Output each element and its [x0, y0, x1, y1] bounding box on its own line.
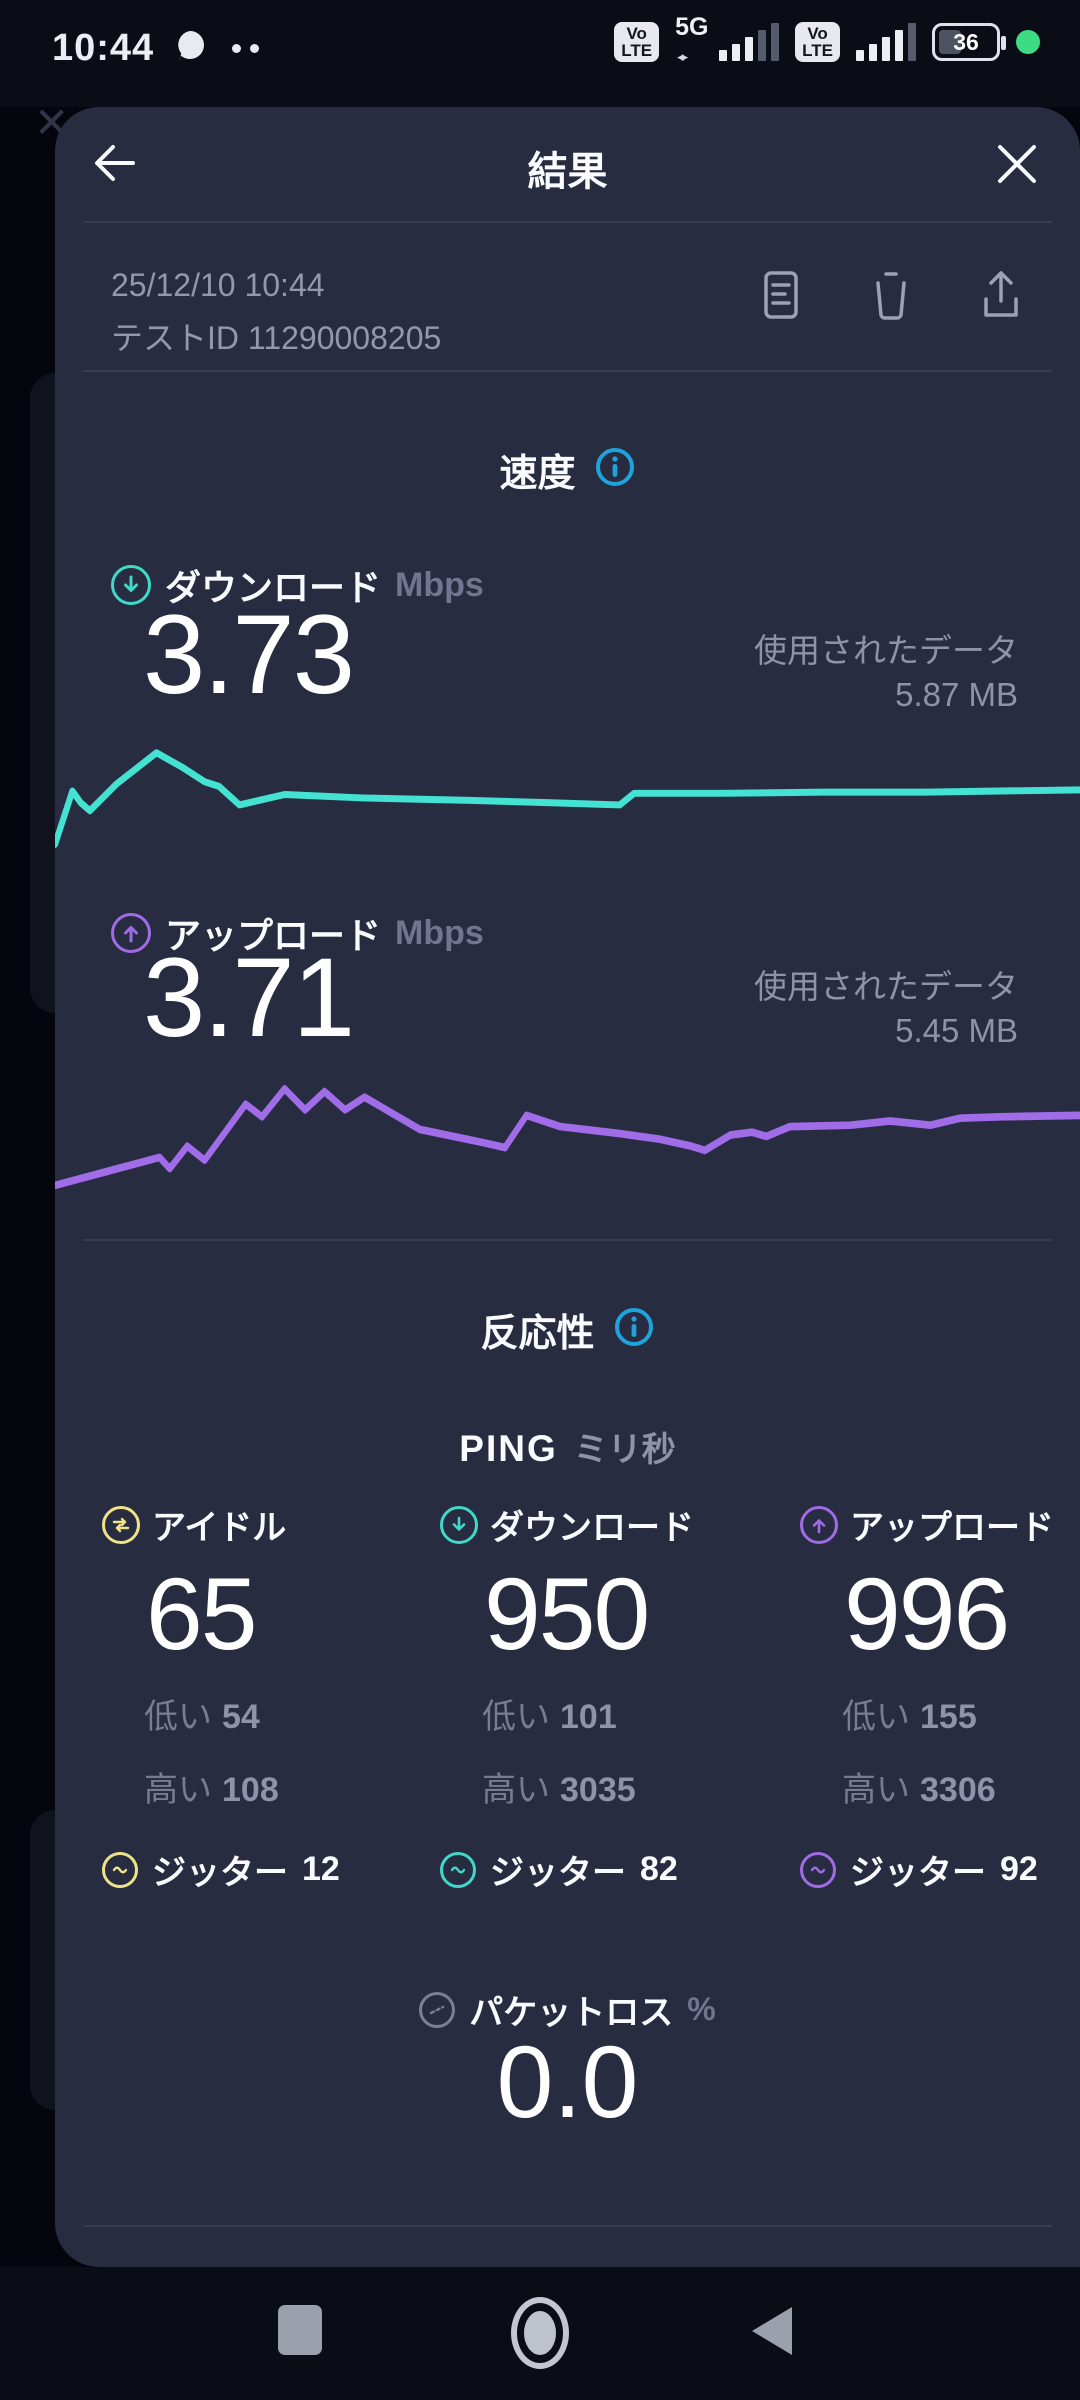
- divider: [83, 221, 1052, 223]
- volte-badge-1: Vo LTE: [614, 22, 660, 62]
- download-high: 3035: [560, 1771, 636, 1809]
- idle-jitter-value: 12: [302, 1850, 340, 1888]
- speed-section-title: 速度: [499, 453, 576, 495]
- upload-data-used: 使用されたデータ 5.45 MB: [754, 968, 1018, 1049]
- packet-loss-label: パケットロス: [469, 1994, 674, 2032]
- recents-button[interactable]: [278, 2305, 322, 2355]
- page-title: 結果: [527, 150, 608, 194]
- upload-unit: Mbps: [395, 913, 484, 952]
- upload-arrow-icon: [111, 913, 151, 953]
- delete-result-button[interactable]: [868, 269, 914, 321]
- ping-column-idle: アイドル 65 低い 54 高い 108 ジッター 12: [102, 1500, 432, 1894]
- upload-high: 3306: [920, 1771, 996, 1809]
- ping-column-upload: アップロード 996 低い 155 高い 3306 ジッター 92: [800, 1500, 1080, 1894]
- packet-loss-icon: [419, 1991, 456, 2028]
- idle-high: 108: [222, 1771, 279, 1809]
- upload-sparkline-chart: [55, 1072, 1080, 1212]
- download-arrow-icon: [111, 565, 151, 605]
- idle-low: 54: [222, 1698, 260, 1736]
- download-ping-value: 950: [484, 1557, 650, 1671]
- idle-transfer-icon: [102, 1505, 140, 1544]
- divider: [83, 1239, 1052, 1241]
- result-sheet: 結果 25/12/10 10:44 テストID 11290008205 速度 ダ…: [55, 107, 1080, 2267]
- close-button[interactable]: [992, 139, 1042, 189]
- download-jitter-value: 82: [640, 1850, 678, 1888]
- download-arrow-icon: [440, 1505, 478, 1544]
- test-datetime: 25/12/10 10:44: [111, 267, 325, 303]
- download-low: 101: [560, 1698, 617, 1736]
- signal-bars-5g-icon: 5G ◂▸: [675, 13, 780, 64]
- upload-low: 155: [920, 1698, 977, 1736]
- ping-unit: ミリ秒: [573, 1431, 676, 1469]
- ping-column-download: ダウンロード 950 低い 101 高い 3035 ジッター 82: [440, 1500, 770, 1894]
- signal-bars-icon: [856, 23, 916, 61]
- home-button[interactable]: [511, 2297, 569, 2369]
- download-label: ダウンロード: [165, 567, 382, 608]
- status-green-dot-icon: [1016, 30, 1040, 54]
- android-nav-bar: [0, 2267, 1080, 2400]
- volte-badge-2: Vo LTE: [795, 22, 840, 62]
- test-id: テストID 11290008205: [111, 320, 442, 356]
- ping-label: PING: [459, 1428, 558, 1469]
- result-notes-button[interactable]: [758, 269, 804, 321]
- upload-label: アップロード: [165, 915, 382, 956]
- notification-bubble-icon: [170, 26, 210, 71]
- divider: [83, 2225, 1052, 2227]
- responsiveness-section-title: 反応性: [480, 1313, 595, 1355]
- share-result-button[interactable]: [978, 269, 1024, 321]
- upload-jitter-value: 92: [1000, 1850, 1038, 1888]
- speed-info-icon[interactable]: [594, 446, 636, 493]
- idle-ping-value: 65: [146, 1557, 257, 1671]
- status-bar: 10:44 Vo LTE 5G ◂▸ Vo LTE 36: [0, 0, 1080, 107]
- jitter-wave-icon: [440, 1851, 476, 1888]
- responsiveness-info-icon[interactable]: [613, 1306, 655, 1353]
- packet-loss-unit: %: [687, 1991, 716, 2027]
- upload-ping-value: 996: [844, 1557, 1010, 1671]
- clock: 10:44: [52, 27, 155, 69]
- jitter-wave-icon: [800, 1851, 836, 1888]
- jitter-wave-icon: [102, 1851, 138, 1888]
- battery-icon: 36: [932, 23, 1006, 61]
- upload-value: 3.71: [143, 935, 355, 1060]
- battery-percent: 36: [953, 29, 979, 55]
- download-sparkline-chart: [55, 733, 1080, 849]
- download-data-used: 使用されたデータ 5.87 MB: [754, 632, 1018, 713]
- packet-loss-value: 0.0: [496, 2025, 639, 2139]
- network-activity-arrows-icon: ◂▸: [677, 49, 688, 64]
- download-value: 3.73: [143, 592, 355, 717]
- upload-arrow-icon: [800, 1505, 838, 1544]
- back-button[interactable]: [85, 133, 145, 193]
- divider: [83, 370, 1052, 372]
- back-nav-button[interactable]: [752, 2307, 792, 2355]
- more-notifications-icon: [232, 44, 260, 53]
- download-unit: Mbps: [395, 565, 484, 604]
